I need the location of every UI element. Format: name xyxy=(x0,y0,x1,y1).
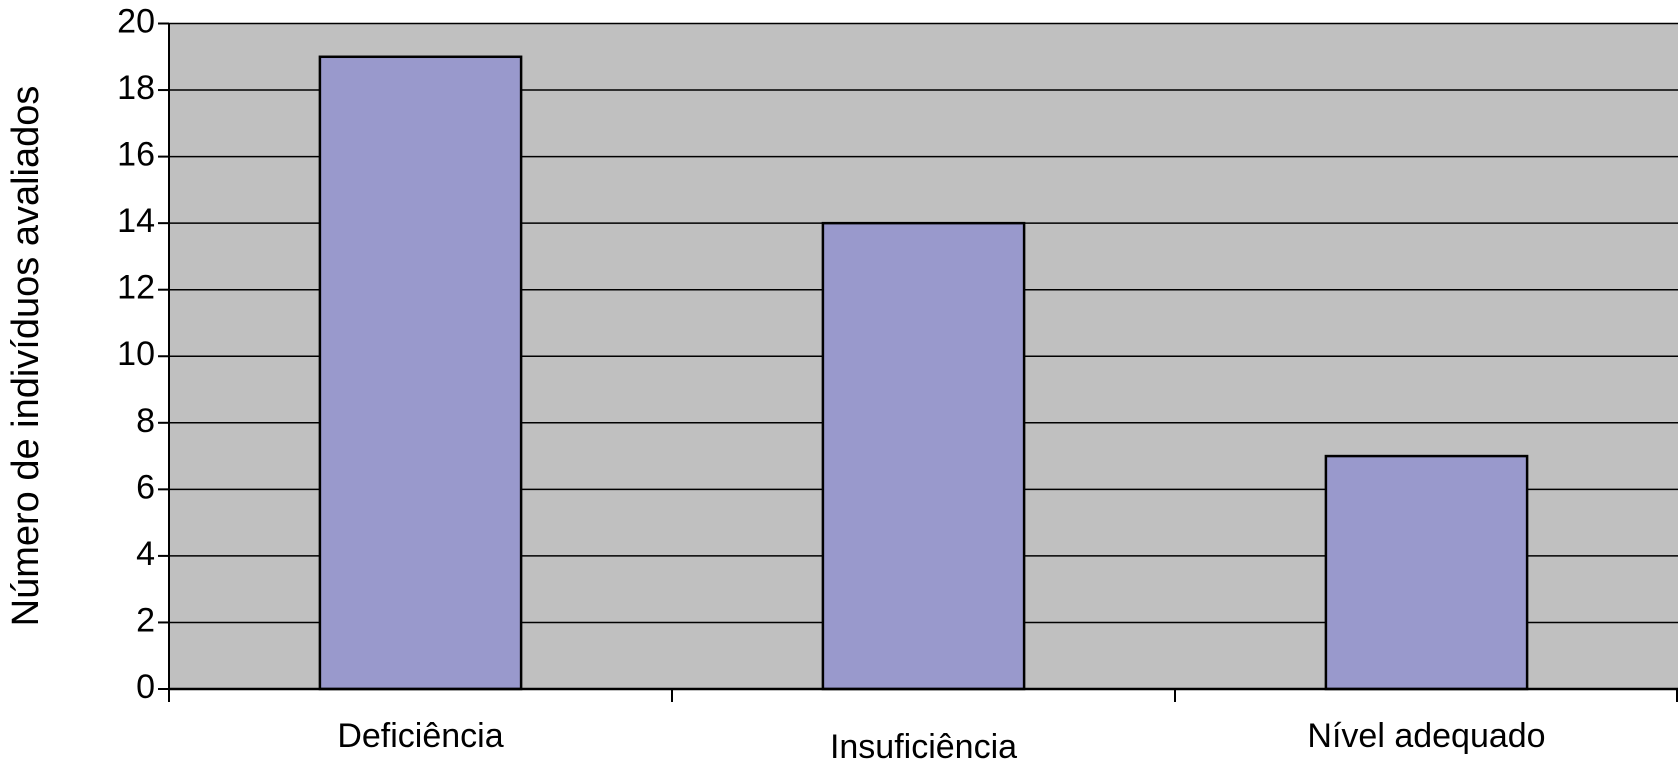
y-tick-label: 18 xyxy=(117,69,155,107)
bar xyxy=(318,55,523,691)
bar xyxy=(821,221,1026,691)
y-tick-label: 8 xyxy=(136,402,155,440)
y-tick-label: 14 xyxy=(117,202,155,240)
y-tick-label: 16 xyxy=(117,136,155,174)
y-tick-label: 20 xyxy=(117,2,155,40)
y-tick-label: 0 xyxy=(136,668,155,706)
y-axis-label: Número de indivíduos avaliados xyxy=(5,86,47,627)
y-tick-label: 6 xyxy=(136,468,155,506)
x-tick-label: Nível adequado xyxy=(1307,717,1545,755)
x-tick-label: Deficiência xyxy=(337,717,503,755)
y-tick-label: 10 xyxy=(117,335,155,373)
bar xyxy=(1324,454,1529,691)
y-tick-label: 12 xyxy=(117,269,155,307)
y-tick-label: 2 xyxy=(136,601,155,639)
x-tick-label: Insuficiência xyxy=(830,728,1017,766)
y-tick-label: 4 xyxy=(136,535,155,573)
